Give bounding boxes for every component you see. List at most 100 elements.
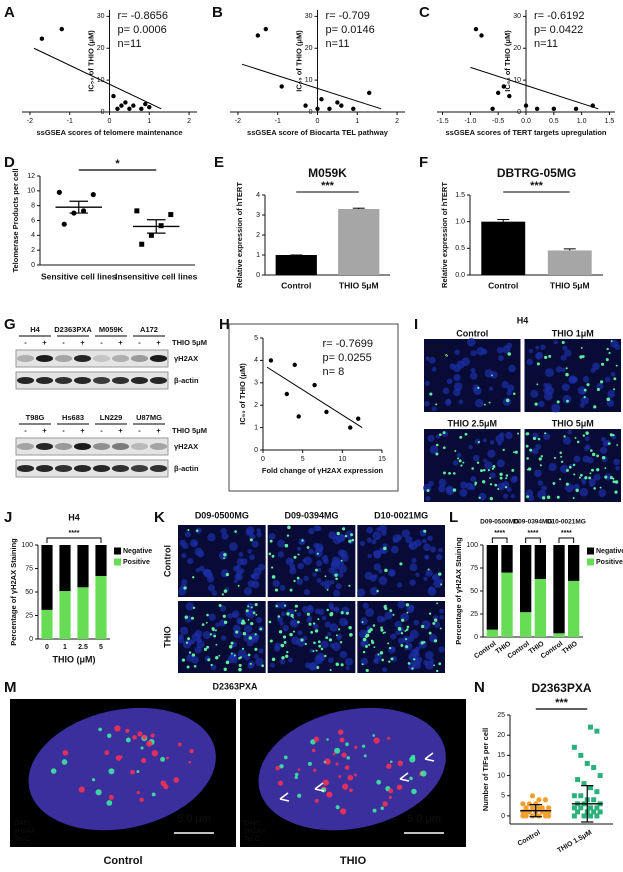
foci (581, 355, 585, 358)
foci (565, 367, 568, 370)
foci (221, 593, 224, 596)
foci (195, 529, 199, 533)
treatment-sign: + (156, 338, 161, 347)
point (139, 106, 144, 112)
foci (315, 568, 318, 572)
nucleus (587, 457, 594, 464)
foci (613, 377, 617, 381)
nucleus (221, 635, 227, 641)
foci (229, 646, 232, 649)
nucleus (388, 568, 396, 577)
treatment-sign: - (24, 426, 27, 435)
foci (497, 488, 500, 490)
nucleus (277, 539, 286, 548)
y-tick-label: 20 (305, 45, 313, 52)
nucleus (409, 629, 419, 639)
nucleus (231, 657, 238, 664)
annotation: r= -0.8656 (118, 10, 168, 22)
foci (314, 798, 319, 803)
foci (610, 340, 613, 343)
x-tick-label: 2 (395, 118, 399, 125)
foci (548, 354, 552, 358)
nucleus (339, 549, 348, 558)
y-axis-label: Percentage of γH2AX Staining (454, 537, 463, 645)
foci (261, 664, 265, 668)
foci (514, 450, 518, 454)
micrograph-panel: K D09-0500MG D09-0394MG D10-0021MG Control TH… (154, 509, 445, 673)
x-tick-label: THIO 5μM (550, 280, 590, 290)
nucleus (456, 452, 462, 458)
nucleus (488, 386, 494, 391)
point (581, 813, 587, 819)
significance-bracket (46, 537, 102, 543)
nucleus (391, 656, 398, 662)
annotation: n=11 (534, 38, 558, 50)
foci (538, 457, 542, 461)
foci (203, 647, 208, 652)
x-tick-label: Control (281, 280, 311, 290)
y-axis-label: Percentage of γH2AX Staining (9, 538, 18, 646)
foci (250, 606, 253, 609)
x-axis-label: ssGSEA scores of TERT targets upregulati… (445, 128, 606, 137)
foci (354, 745, 358, 749)
nucleus (581, 477, 586, 483)
y-tick-label: 0 (501, 813, 505, 820)
foci (114, 725, 121, 732)
foci (448, 471, 451, 475)
foci (348, 539, 352, 543)
significance: **** (494, 530, 505, 537)
foci (252, 611, 256, 614)
nucleus (328, 657, 334, 664)
x-tick-label: -1.0 (464, 118, 476, 125)
foci (269, 539, 273, 543)
nucleus (610, 371, 616, 377)
x-tick-label: 0.5 (549, 118, 559, 125)
nucleus (194, 629, 203, 638)
nucleus (314, 543, 324, 552)
foci (458, 459, 462, 463)
point (587, 805, 593, 811)
nucleus (279, 658, 286, 665)
bar-segment (534, 579, 546, 637)
blot-band (54, 377, 73, 384)
nucleus (289, 619, 296, 626)
nucleus (338, 564, 347, 573)
foci (275, 604, 278, 608)
foci (477, 441, 480, 444)
foci (489, 497, 493, 501)
foci (104, 750, 110, 756)
nucleus (535, 443, 542, 450)
y-tick-label: 5 (501, 793, 505, 800)
point (127, 106, 132, 112)
y-tick-label: 2 (31, 247, 35, 254)
foci (137, 731, 143, 737)
image-label: Control (103, 855, 142, 867)
nucleus (243, 633, 252, 642)
foci (380, 628, 384, 632)
nucleus (438, 478, 447, 487)
nucleus (330, 580, 335, 585)
foci (151, 792, 156, 797)
foci (136, 770, 140, 774)
bar-segment (534, 545, 546, 580)
point (351, 106, 356, 112)
point (523, 813, 529, 819)
foci (583, 388, 587, 392)
x-tick-label: THIO 5μM (339, 280, 379, 290)
nucleus (247, 549, 252, 554)
foci (405, 645, 409, 649)
foci (502, 448, 505, 452)
column-label: D10-0021MG (374, 510, 428, 520)
nucleus (390, 545, 399, 554)
nucleus (407, 604, 415, 612)
foci (504, 486, 508, 489)
legend-label: Negative (596, 548, 623, 555)
foci (249, 538, 253, 542)
point (139, 241, 145, 247)
foci (106, 800, 113, 806)
nucleus (564, 349, 572, 357)
y-axis-label: THIO (162, 626, 172, 648)
blot-band (111, 465, 130, 472)
blot-band (73, 443, 92, 450)
foci (341, 752, 347, 758)
